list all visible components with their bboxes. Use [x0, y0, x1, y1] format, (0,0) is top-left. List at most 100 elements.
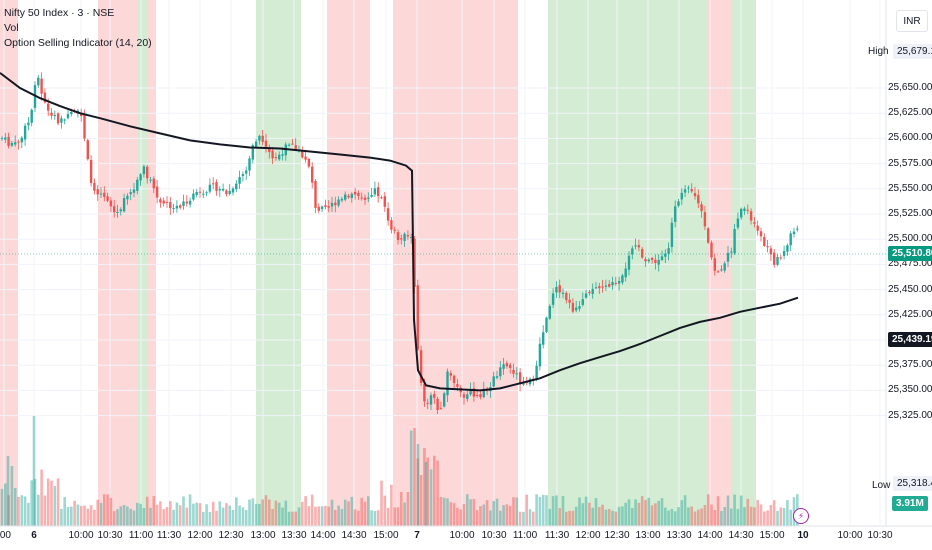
candle-body [83, 114, 86, 139]
volume-bar [703, 505, 707, 526]
volume-bar [634, 499, 637, 526]
volume-bar [746, 498, 750, 526]
candle-body [23, 125, 27, 140]
candle-body [103, 192, 106, 197]
candle-body [205, 192, 208, 194]
lightning-icon[interactable]: ⚡ [793, 508, 809, 524]
candle-body [119, 209, 122, 212]
volume-bar [581, 503, 585, 526]
candle-body [350, 193, 353, 198]
volume-bar [50, 480, 53, 526]
low-value-tag: 25,318.45 [893, 476, 932, 491]
volume-bar [304, 496, 307, 526]
candle-body [225, 190, 228, 195]
candle-body [535, 365, 538, 379]
candle-body [660, 256, 664, 261]
candle-body [413, 238, 416, 287]
volume-bar [700, 508, 703, 526]
candle-body [340, 198, 344, 201]
candle-body [132, 189, 136, 193]
symbol-title[interactable]: Nifty 50 Index · 3 · NSE [4, 7, 115, 19]
volume-bar [20, 495, 24, 526]
grid-lines [0, 0, 886, 526]
candle-body [383, 196, 386, 207]
indicator-legend[interactable]: Option Selling Indicator (14, 20) [4, 37, 152, 49]
candle-body [390, 220, 393, 230]
volume-bar [492, 501, 495, 526]
volume-bar [192, 503, 195, 526]
volume-bar [324, 505, 327, 526]
volume-legend[interactable]: Vol [4, 22, 19, 34]
volume-bar [211, 501, 215, 526]
volume-bar [647, 497, 651, 526]
candle-body [433, 394, 436, 398]
candle-body [188, 200, 192, 205]
price-tick: 25,600.00 [888, 132, 932, 144]
signal-zones [0, 0, 756, 526]
candle-body [403, 233, 406, 241]
volume-bar [469, 499, 472, 526]
candle-body [10, 142, 14, 146]
currency-button[interactable]: INR [896, 10, 928, 32]
candle-body [165, 201, 169, 203]
candle-body [377, 187, 380, 197]
volume-bar [136, 502, 139, 526]
candle-body [268, 147, 271, 153]
candle-body [17, 141, 20, 143]
candle-body [687, 187, 690, 189]
candle-body [330, 202, 334, 207]
candle-body [608, 284, 611, 287]
volume-bar [40, 469, 43, 526]
candle-body [274, 157, 278, 159]
candle-body [386, 208, 390, 221]
price-tick: 25,475.00 [888, 258, 932, 270]
candle-body [56, 113, 60, 124]
volume-bar [433, 455, 436, 526]
volume-bar [7, 495, 10, 526]
volume-value-tag: 3.91M [892, 496, 928, 511]
volume-bar [512, 497, 515, 526]
volume-bar [274, 500, 278, 526]
candle-body [512, 369, 515, 374]
volume-bar [116, 509, 119, 526]
volume-bar [611, 510, 614, 526]
candle-body [212, 183, 215, 185]
volume-bar [132, 510, 136, 526]
volume-bar [429, 469, 433, 526]
volume-bar [452, 503, 456, 526]
volume-bar [248, 499, 251, 526]
volume-bar [495, 498, 499, 526]
signal-zone [98, 0, 138, 526]
candle-body [294, 145, 297, 150]
candle-body [106, 196, 109, 201]
volume-bar [215, 510, 218, 526]
volume-bar [786, 500, 789, 526]
volume-bar [386, 507, 390, 526]
volume-bar [475, 510, 479, 526]
candle-body [235, 183, 238, 190]
candle-body [617, 281, 621, 284]
high-value-tag: 25,679.15 [893, 44, 932, 59]
volume-bar [459, 509, 462, 526]
candle-body [370, 194, 373, 197]
volume-bar [155, 504, 159, 526]
candle-body [195, 192, 198, 195]
candle-body [680, 192, 683, 200]
candle-body [548, 305, 551, 319]
candle-body [456, 384, 459, 387]
candle-body [406, 235, 410, 237]
volume-bar [6, 456, 10, 526]
volume-bar [779, 507, 783, 526]
volume-bar [271, 508, 274, 526]
candle-body [443, 393, 446, 407]
volume-bar [723, 506, 726, 526]
volume-bar [772, 500, 776, 526]
signal-zone [138, 0, 148, 526]
high-label: High [868, 46, 889, 57]
candle-body [304, 156, 307, 160]
candle-body [96, 189, 99, 195]
candle-body [337, 199, 340, 206]
volume-bar [228, 505, 231, 526]
volume-bar [555, 495, 558, 526]
